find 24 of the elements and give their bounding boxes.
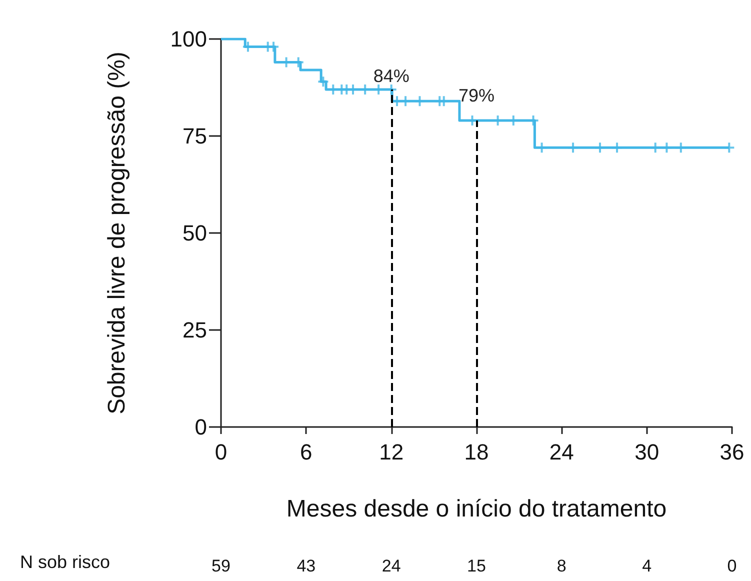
- x-axis-title: Meses desde o início do tratamento: [286, 496, 667, 522]
- text: N sob risco: [20, 552, 110, 572]
- x-tick-label: 6: [300, 440, 312, 464]
- text: 0: [727, 556, 737, 576]
- y-tick-label: 0: [194, 414, 207, 440]
- x-tick-label: 36: [720, 440, 744, 464]
- text: 8: [556, 556, 566, 576]
- y-tick-label: 50: [182, 220, 207, 246]
- annotation: 79%: [458, 85, 495, 106]
- text: 43: [296, 556, 316, 576]
- text: 15: [467, 556, 486, 576]
- y-tick-label: 75: [182, 124, 207, 148]
- x-tick-label: 12: [379, 440, 404, 464]
- text: 4: [642, 556, 652, 576]
- x-tick-label: 0: [214, 440, 228, 464]
- text: 59: [212, 556, 230, 576]
- y-axis-title: Sobrevida livre de progressão (%): [104, 52, 130, 414]
- x-tick-label: 30: [634, 440, 660, 464]
- x-tick-label: 18: [464, 440, 489, 464]
- y-tick-label: 100: [170, 26, 207, 52]
- text: 24: [382, 556, 401, 576]
- y-tick-label: 25: [182, 318, 207, 342]
- x-tick-label: 24: [549, 440, 574, 464]
- annotation: 84%: [373, 66, 410, 86]
